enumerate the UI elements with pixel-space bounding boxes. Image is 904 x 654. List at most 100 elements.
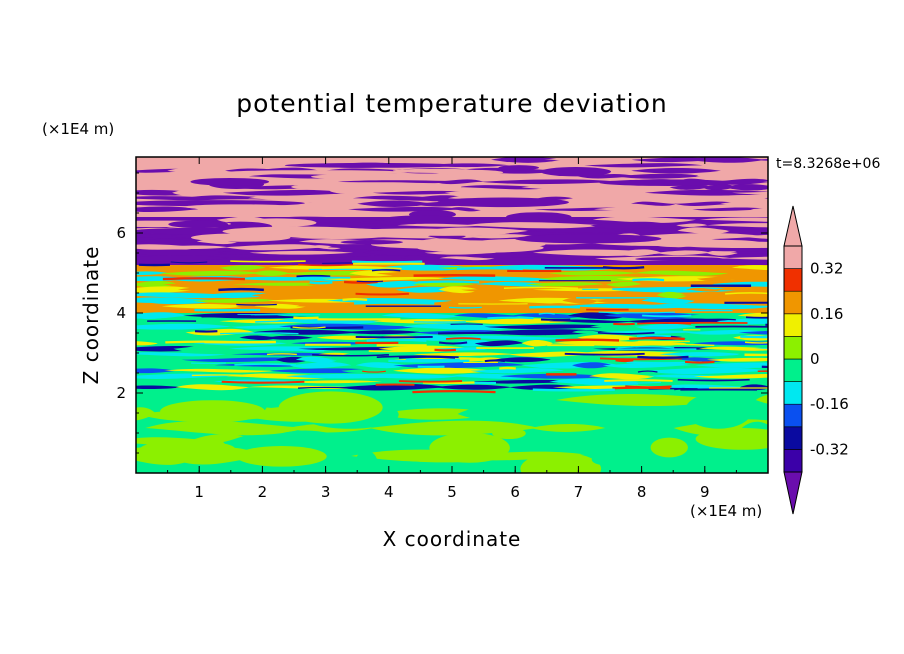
field-accent: [354, 301, 435, 305]
field-accent: [526, 333, 546, 336]
field-blob: [492, 427, 526, 440]
field-streak: [473, 207, 546, 212]
field-lens: [506, 212, 572, 222]
field-streak: [355, 362, 408, 369]
timestamp-label: t=8.3268e+06: [776, 156, 880, 172]
field-accent: [615, 359, 634, 363]
field-accent: [629, 336, 685, 341]
field-lens: [515, 234, 662, 244]
field-lens: [416, 242, 544, 253]
field-streak: [136, 162, 223, 169]
field-streak: [263, 335, 313, 340]
field-streak: [339, 383, 447, 391]
x-axis-ticks: 1 2 3 4 5 6 7 8 9: [167, 157, 737, 501]
field-streak: [567, 312, 630, 320]
field-streak: [556, 393, 724, 407]
field-streak: [470, 368, 565, 374]
field-streak: [616, 173, 704, 179]
field-accent: [321, 266, 402, 270]
field-streak: [288, 223, 398, 227]
field-streak: [693, 373, 768, 379]
field-streak: [577, 174, 636, 179]
field-accent: [398, 380, 463, 383]
field-lens: [498, 165, 540, 171]
field-streak: [219, 265, 266, 271]
field-streak: [521, 339, 554, 347]
field-streak: [610, 421, 670, 435]
field-streak: [252, 270, 290, 276]
field-streak: [635, 323, 695, 330]
field-streak: [243, 180, 371, 184]
y-axis-ticks: 2 4 6: [116, 172, 768, 454]
field-accent: [221, 380, 305, 384]
field-streak: [755, 395, 768, 404]
field-streak: [136, 323, 232, 330]
field-streak: [136, 206, 199, 212]
field-accent: [555, 338, 620, 342]
field-streak: [380, 264, 475, 271]
field-streak: [136, 334, 255, 341]
field-streak: [589, 373, 656, 380]
field-accent: [744, 341, 768, 344]
field-accent: [637, 355, 689, 359]
field-accent: [487, 316, 534, 320]
field-streak: [725, 228, 768, 234]
field-streak: [239, 335, 278, 341]
field-accent: [632, 278, 665, 282]
y-tick-label: 4: [116, 304, 126, 322]
field-streak: [395, 303, 534, 310]
field-streak: [484, 291, 587, 299]
field-streak: [730, 174, 768, 179]
field-streak: [185, 328, 255, 336]
field-streak: [698, 346, 768, 351]
field-streak: [312, 157, 424, 163]
field-accent: [604, 379, 673, 382]
field-accent: [625, 385, 672, 389]
field-streak: [196, 189, 228, 197]
field-streak: [500, 373, 612, 379]
field-streak: [342, 330, 423, 335]
field-streak: [512, 313, 587, 319]
field-streak: [727, 275, 768, 282]
field-blob: [520, 452, 602, 473]
field-streak: [645, 205, 691, 213]
field-streak: [713, 286, 768, 293]
field-streak: [764, 187, 768, 188]
field-streak: [136, 286, 199, 294]
field-accent: [412, 389, 496, 394]
field-accent: [684, 360, 715, 364]
field-streak: [618, 265, 752, 271]
colorbar-segment: [783, 449, 803, 473]
field-accent: [355, 292, 409, 296]
field-streak: [365, 280, 428, 288]
field-streak: [669, 184, 713, 190]
field-lens: [225, 170, 408, 175]
field-streak: [762, 239, 768, 243]
field-accent: [296, 274, 331, 278]
field-blob: [376, 461, 434, 472]
field-streak: [643, 367, 768, 375]
field-streak: [136, 157, 219, 163]
field-lens: [635, 256, 725, 262]
field-streak: [136, 184, 234, 190]
colorbar-tick-label: 0.32: [810, 260, 843, 278]
field-accent: [220, 332, 299, 335]
field-accent: [584, 382, 639, 386]
field-accent: [598, 311, 676, 314]
x-tick-label: 9: [700, 483, 710, 501]
field-streak: [492, 357, 551, 363]
field-streak: [509, 384, 579, 390]
colorbar-frame: [783, 245, 803, 473]
field-accent: [597, 332, 655, 335]
field-streak: [750, 159, 768, 161]
field-streak: [695, 173, 756, 180]
field-accent: [255, 320, 338, 323]
field-streak: [575, 196, 694, 200]
field-blob: [278, 391, 383, 424]
field-streak: [349, 373, 460, 379]
field-streak: [341, 368, 398, 374]
field-accent: [398, 355, 456, 359]
field-streak: [557, 434, 634, 450]
field-accent: [298, 386, 351, 389]
